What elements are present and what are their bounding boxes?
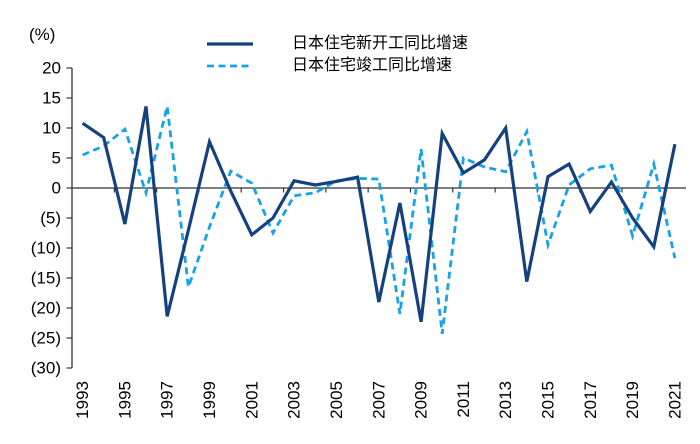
x-tick-label: 2015 (538, 381, 557, 419)
x-tick-label: 2001 (242, 381, 261, 419)
y-tick-label: 15 (42, 89, 61, 108)
y-tick-label: (15) (31, 269, 61, 288)
x-tick-label: 1993 (73, 381, 92, 419)
y-tick-label: (10) (31, 239, 61, 258)
y-tick-label: (30) (31, 359, 61, 378)
dashed-line-key-icon (207, 64, 253, 67)
series-line-housing-completions (82, 106, 677, 334)
y-tick-label: (25) (31, 329, 61, 348)
series-line-housing-starts (81, 106, 677, 323)
y-tick-label: 5 (52, 149, 61, 168)
x-tick-label: 2009 (412, 381, 431, 419)
x-tick-label: 1995 (115, 381, 134, 419)
legend-item-housing-completions: 日本住宅竣工同比增速 (207, 55, 468, 76)
legend-label-housing-completions: 日本住宅竣工同比增速 (292, 57, 453, 74)
y-tick-label: 10 (42, 119, 61, 138)
y-tick-label: 20 (42, 59, 61, 78)
x-tick-label: 2005 (327, 381, 346, 419)
x-tick-label: 2011 (454, 381, 473, 418)
legend-item-housing-starts: 日本住宅新开工同比增速 (207, 33, 468, 54)
solid-line-key-icon (207, 41, 253, 46)
legend-label-housing-starts: 日本住宅新开工同比增速 (292, 35, 469, 52)
x-tick-label: 2003 (285, 381, 304, 419)
x-tick-label: 2013 (496, 381, 515, 419)
x-tick-label: 2021 (665, 381, 684, 419)
legend: 日本住宅新开工同比增速 日本住宅竣工同比增速 (207, 33, 468, 76)
y-tick-label: (5) (40, 209, 61, 228)
x-tick-label: 1999 (200, 381, 219, 419)
y-axis-unit-label: (%) (29, 25, 56, 44)
y-tick-label: (20) (31, 299, 61, 318)
x-tick-label: 1997 (158, 381, 177, 419)
x-tick-label: 2017 (581, 381, 600, 419)
x-tick-label: 2019 (623, 381, 642, 419)
x-tick-label: 2007 (369, 381, 388, 419)
y-tick-label: 0 (52, 179, 61, 198)
